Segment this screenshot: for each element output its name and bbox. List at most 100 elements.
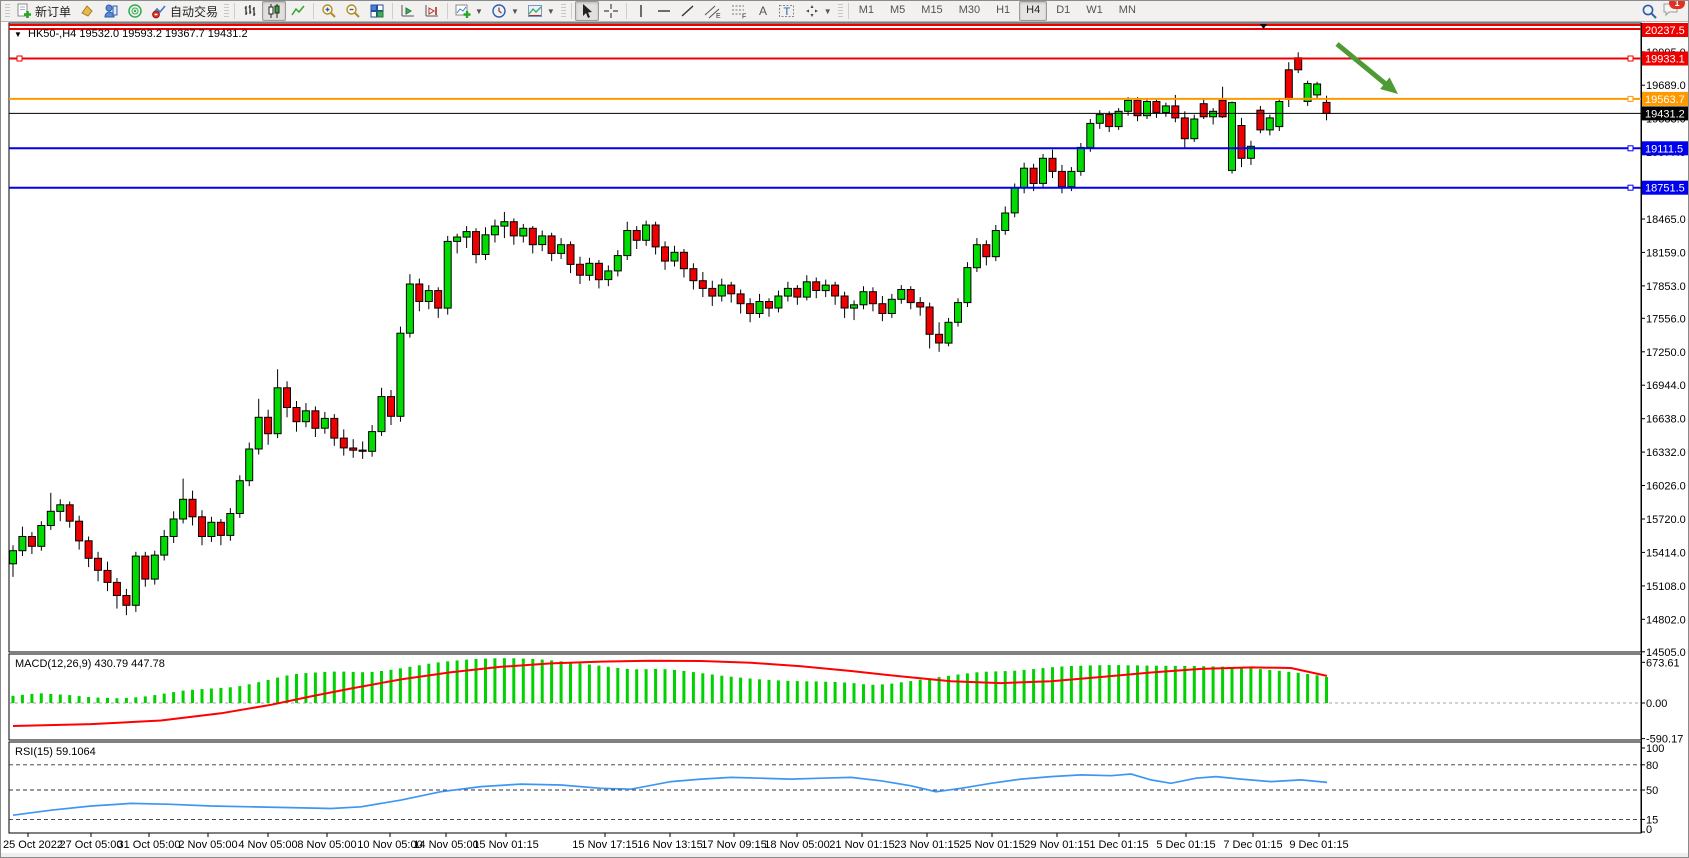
chat-button[interactable]: 1 <box>1662 1 1685 22</box>
axis-label: 18159.0 <box>1646 247 1686 259</box>
timeframe-button-mn[interactable]: MN <box>1118 4 1136 16</box>
svg-text:HK50-,H4 19532.0 19593.2 1936: HK50-,H4 19532.0 19593.2 19367.7 19431.2 <box>28 28 248 40</box>
toolbar-grip[interactable] <box>560 3 566 19</box>
macd-axis-label: 0.00 <box>1646 698 1667 710</box>
svg-text:F: F <box>742 14 746 20</box>
indicators-icon <box>455 4 471 18</box>
periods-icon <box>492 4 506 18</box>
horizontal-line-button[interactable] <box>652 1 676 21</box>
price-line-19933.1[interactable] <box>9 55 1641 62</box>
timeframe-button-h4[interactable]: H4 <box>1019 1 1048 21</box>
text-button[interactable]: A <box>752 1 774 21</box>
rsi-label: RSI(15) 59.1064 <box>15 746 96 758</box>
text-label-icon: T <box>778 5 794 18</box>
time-label: 31 Oct 05:00 <box>118 839 181 851</box>
time-label: 25 Oct 2022 <box>3 839 63 851</box>
trendline-icon <box>681 5 694 17</box>
axis-label: 18465.0 <box>1646 214 1686 226</box>
crosshair-icon <box>603 4 618 18</box>
price-axis[interactable]: 19995.019689.019383.019077.018771.018465… <box>1641 23 1688 836</box>
vertical-line-button[interactable] <box>630 1 652 21</box>
price-line-18751.5[interactable] <box>9 184 1641 191</box>
svg-text:18751.5: 18751.5 <box>1645 183 1685 195</box>
timeframe-button-d1[interactable]: D1 <box>1056 4 1071 16</box>
rsi-axis-label: 50 <box>1646 785 1658 797</box>
fibonacci-button[interactable]: F <box>726 1 752 21</box>
macd-signal-line <box>12 659 1328 727</box>
timeframe-button-m30[interactable]: M30 <box>958 4 981 16</box>
zoom-in-button[interactable] <box>317 1 341 21</box>
time-label: 9 Dec 01:15 <box>1289 839 1348 851</box>
time-label: 15 Nov 01:15 <box>473 839 538 851</box>
templates-button[interactable]: ▼ <box>523 1 559 21</box>
price-tag-19431.2: 19431.2 <box>1642 106 1688 121</box>
cursor-button[interactable] <box>574 1 599 21</box>
line-handle[interactable] <box>16 55 23 62</box>
new-order-button[interactable]: 新订单 <box>12 1 75 21</box>
arrows-button[interactable]: ▼ <box>800 1 836 21</box>
price-tag-19563.7: 19563.7 <box>1642 91 1688 106</box>
market-signal-icon <box>128 4 142 18</box>
trendline-button[interactable] <box>676 1 700 21</box>
timeframe-button-m15[interactable]: M15 <box>921 4 943 16</box>
zoom-in-icon <box>322 4 336 18</box>
line-handle[interactable] <box>1627 95 1634 102</box>
time-label: 16 Nov 13:15 <box>637 839 702 851</box>
annotation-arrow[interactable] <box>1335 42 1398 94</box>
line-handle[interactable] <box>1627 145 1634 152</box>
zoom-out-button[interactable] <box>341 1 365 21</box>
time-label: 27 Oct 05:00 <box>60 839 123 851</box>
timeframe-button-h1[interactable]: H1 <box>996 4 1011 16</box>
tile-windows-button[interactable] <box>365 1 389 21</box>
crosshair-button[interactable] <box>599 1 623 21</box>
rsi-axis-label: 100 <box>1646 743 1664 755</box>
panel-frames <box>8 22 1642 834</box>
price-line-19111.5[interactable] <box>9 145 1641 152</box>
time-label: 7 Dec 01:15 <box>1223 839 1282 851</box>
indicators-button[interactable]: ▼ <box>451 1 487 21</box>
price-line-20237.5[interactable] <box>9 24 1641 30</box>
chart-header-collapse-icon: ▼ <box>14 30 22 39</box>
market-signal-button[interactable] <box>123 1 147 21</box>
chart-shift-button[interactable] <box>420 1 444 21</box>
axis-label: 16332.0 <box>1646 447 1686 459</box>
timeframe-toolbar: M1 M5 M15 M30 H1 H4 D1 W1 MN <box>852 1 1143 21</box>
timeframe-button-m1[interactable]: M1 <box>858 4 874 16</box>
line-handle[interactable] <box>1627 55 1634 62</box>
timeframe-button-m5[interactable]: M5 <box>890 4 906 16</box>
horizontal-line-icon <box>657 10 670 12</box>
profiles-button[interactable] <box>75 1 99 21</box>
candlestick-chart-button[interactable] <box>262 1 287 21</box>
chart-canvas[interactable]: ▼ HK50-,H4 19532.0 19593.2 19367.7 19431… <box>1 22 1689 858</box>
timeframe-button-w1[interactable]: W1 <box>1086 4 1103 16</box>
data-window-button[interactable] <box>99 1 123 21</box>
current-bar-marker-icon <box>1260 24 1267 29</box>
toolbar-grip[interactable] <box>224 3 230 19</box>
chart-header: ▼ HK50-,H4 19532.0 19593.2 19367.7 19431… <box>14 28 248 40</box>
toolbar-grip[interactable] <box>5 3 10 19</box>
toolbar-grip[interactable] <box>837 3 843 19</box>
axis-label: 17853.0 <box>1646 281 1686 293</box>
time-label: 17 Nov 09:15 <box>701 839 766 851</box>
equidistant-channel-button[interactable]: E <box>700 1 726 21</box>
chart-area[interactable]: ▼ HK50-,H4 19532.0 19593.2 19367.7 19431… <box>1 22 1689 858</box>
data-window-icon <box>104 4 118 18</box>
price-line-19563.7[interactable] <box>9 95 1641 102</box>
search-button[interactable] <box>1637 1 1662 21</box>
axis-label: 14505.0 <box>1646 647 1686 659</box>
axis-label: 17250.0 <box>1646 347 1686 359</box>
text-label-button[interactable]: T <box>774 1 800 21</box>
axis-label: 17556.0 <box>1646 313 1686 325</box>
line-chart-icon <box>291 5 305 16</box>
bar-chart-button[interactable] <box>238 1 262 21</box>
equidistant-channel-icon: E <box>704 5 721 19</box>
periods-button[interactable]: ▼ <box>487 1 523 21</box>
line-chart-button[interactable] <box>286 1 310 21</box>
time-label: 8 Nov 05:00 <box>297 839 356 851</box>
macd-axis-label: -590.17 <box>1646 734 1683 746</box>
auto-trading-button[interactable]: 自动交易 <box>147 1 222 21</box>
line-handle[interactable] <box>1627 184 1634 191</box>
auto-scroll-button[interactable] <box>396 1 420 21</box>
